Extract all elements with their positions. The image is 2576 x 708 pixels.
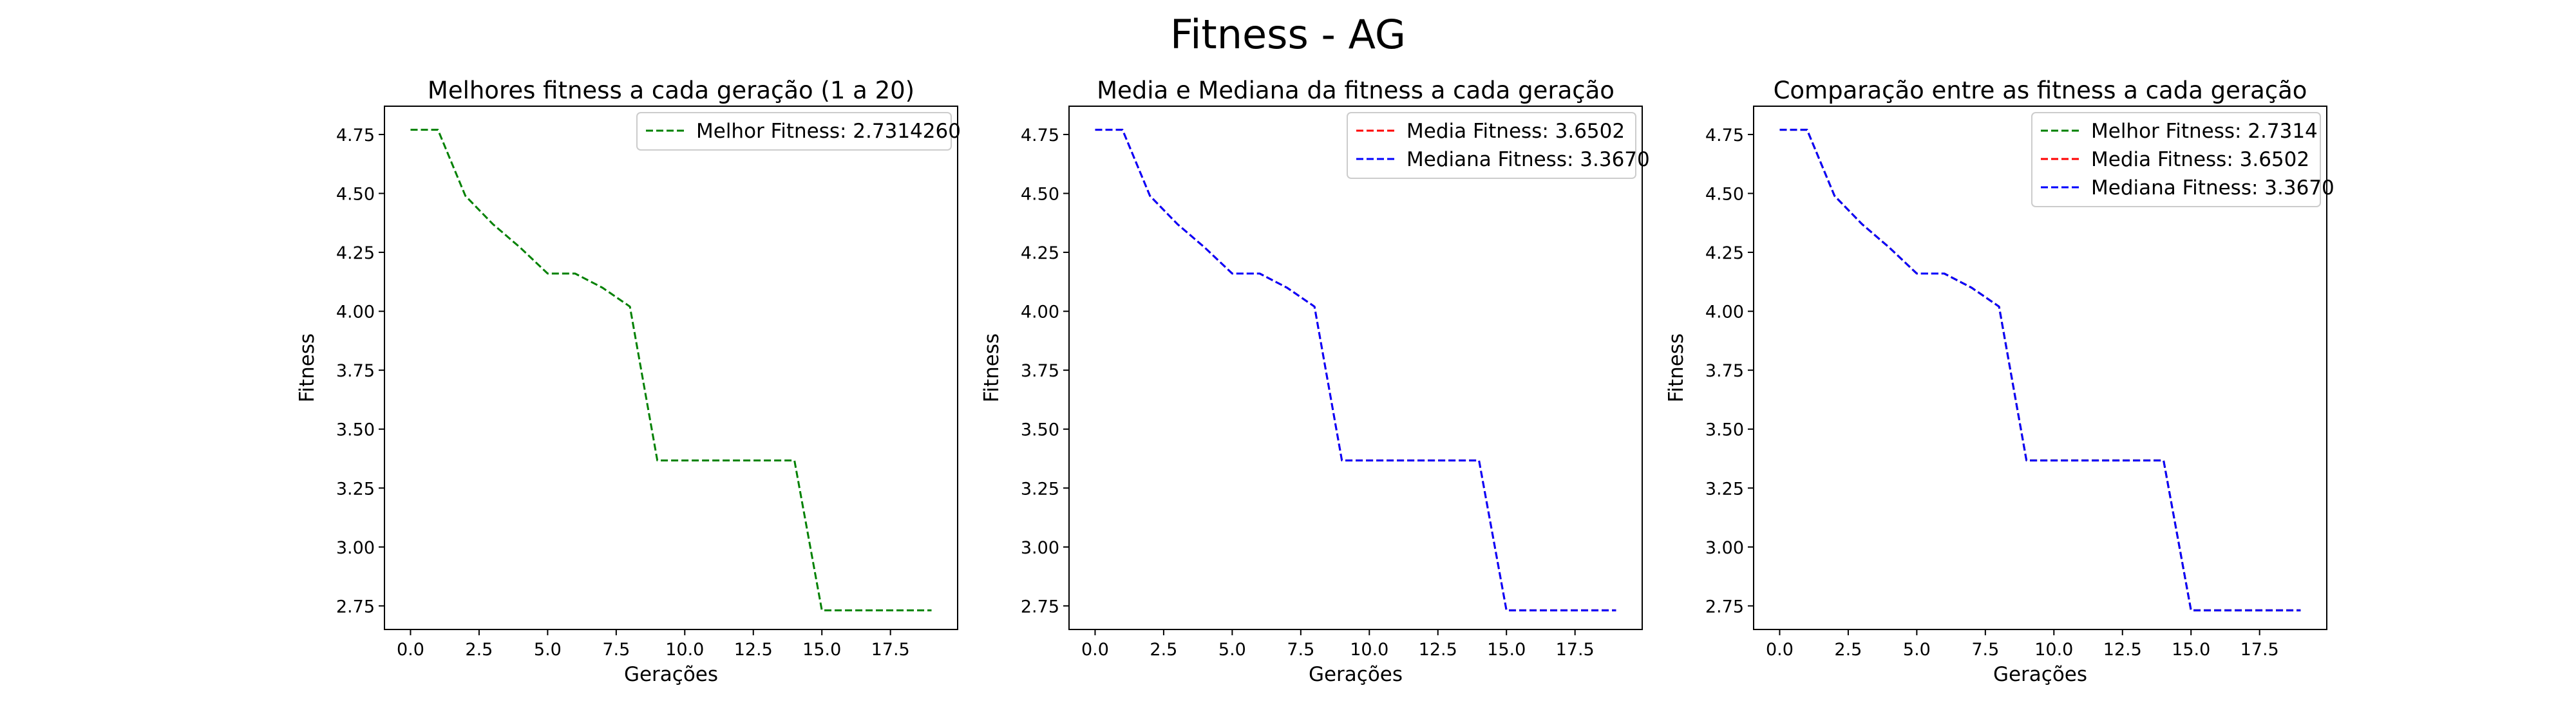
x-tick-label: 10.0	[2034, 640, 2073, 660]
plot-lines	[410, 129, 932, 611]
y-axis-ticks: 2.75 3.00 3.25 3.50 3.75 4.00 4.25 4.50 4.75	[1705, 126, 1754, 617]
y-tick-label: 4.50	[1705, 185, 1744, 205]
x-tick-label: 0.0	[1081, 640, 1109, 660]
y-tick-label: 4.00	[1705, 303, 1744, 322]
x-axis-ticks: 0.0 2.5 5.0 7.5 10.0 12.5 15.0 17.5	[1766, 629, 2279, 660]
x-tick-label: 7.5	[602, 640, 630, 660]
x-tick-label: 15.0	[1487, 640, 1526, 660]
y-tick-label: 3.75	[336, 361, 375, 381]
x-tick-label: 7.5	[1287, 640, 1314, 660]
y-tick-label: 4.00	[1021, 303, 1059, 322]
y-axis-ticks: 2.75 3.00 3.25 3.50 3.75 4.00 4.25 4.50 4.75	[336, 126, 384, 617]
legend: Melhor Fitness: 2.7314260	[636, 112, 961, 151]
y-tick-label: 3.00	[336, 538, 375, 558]
x-tick-label: 0.0	[397, 640, 424, 660]
subplot-title: Media e Mediana da fitness a cada geraçã…	[1097, 77, 1615, 104]
legend-box	[636, 112, 952, 151]
y-axis-label: Fitness	[296, 333, 319, 402]
y-tick-label: 4.75	[1021, 126, 1059, 145]
y-axis-ticks: 2.75 3.00 3.25 3.50 3.75 4.00 4.25 4.50 4.75	[1021, 126, 1069, 617]
x-axis-ticks: 0.0 2.5 5.0 7.5 10.0 12.5 15.0 17.5	[397, 629, 910, 660]
x-tick-label: 12.5	[734, 640, 773, 660]
y-tick-label: 2.75	[1705, 597, 1744, 617]
y-tick-label: 4.75	[1705, 126, 1744, 145]
y-tick-label: 4.25	[1705, 243, 1744, 263]
x-tick-label: 10.0	[665, 640, 704, 660]
x-tick-label: 15.0	[2172, 640, 2210, 660]
subplot-grid: Melhores fitness a cada geração (1 a 20)…	[296, 77, 2334, 686]
subplot-title: Melhores fitness a cada geração (1 a 20)	[428, 77, 914, 104]
y-tick-label: 3.25	[1705, 479, 1744, 499]
legend-entry-label: Mediana Fitness: 3.3670	[1406, 148, 1650, 171]
subplot-1: Melhores fitness a cada geração (1 a 20)…	[296, 77, 961, 686]
legend-box	[2031, 112, 2321, 207]
x-tick-label: 2.5	[1834, 640, 1862, 660]
x-tick-label: 5.0	[1218, 640, 1246, 660]
y-tick-label: 3.75	[1705, 361, 1744, 381]
y-tick-label: 2.75	[1021, 597, 1059, 617]
x-axis-label: Gerações	[624, 663, 718, 686]
y-tick-label: 3.50	[336, 420, 375, 440]
legend-box	[1347, 112, 1636, 179]
axes-frame	[1068, 106, 1643, 630]
plot-lines	[1095, 129, 1616, 611]
legend-entry-label: Melhor Fitness: 2.7314260	[696, 120, 961, 143]
legend-entry-label: Media Fitness: 3.6502	[1406, 120, 1625, 143]
y-tick-label: 2.75	[336, 597, 375, 617]
subplot-2: Media e Mediana da fitness a cada geraçã…	[980, 77, 1650, 686]
x-tick-label: 17.5	[871, 640, 910, 660]
subplot-3: Comparação entre as fitness a cada geraç…	[1665, 77, 2334, 686]
x-tick-label: 7.5	[1971, 640, 1999, 660]
y-tick-label: 3.00	[1705, 538, 1744, 558]
legend: Melhor Fitness: 2.7314 Media Fitness: 3.6…	[2031, 112, 2334, 207]
x-tick-label: 0.0	[1766, 640, 1794, 660]
y-tick-label: 3.25	[1021, 479, 1059, 499]
x-tick-label: 5.0	[1903, 640, 1931, 660]
x-tick-label: 17.5	[1556, 640, 1595, 660]
x-tick-label: 17.5	[2240, 640, 2279, 660]
axes-frame	[1753, 106, 2327, 630]
y-tick-label: 4.50	[1021, 185, 1059, 205]
y-tick-label: 3.00	[1021, 538, 1059, 558]
legend-entry-label: Melhor Fitness: 2.7314	[2091, 120, 2318, 143]
y-axis-label: Fitness	[1665, 333, 1688, 402]
series-line-3	[1779, 129, 2301, 611]
y-tick-label: 3.25	[336, 479, 375, 499]
series-line-2	[1095, 129, 1616, 611]
plot-lines	[1779, 129, 2301, 611]
x-tick-label: 2.5	[465, 640, 493, 660]
subplot-title: Comparação entre as fitness a cada geraç…	[1774, 77, 2307, 104]
x-tick-label: 12.5	[2103, 640, 2142, 660]
y-axis-label: Fitness	[980, 333, 1003, 402]
x-axis-label: Gerações	[1309, 663, 1403, 686]
x-axis-label: Gerações	[1993, 663, 2087, 686]
legend-entry-label: Mediana Fitness: 3.3670	[2091, 176, 2334, 200]
y-tick-label: 4.25	[1021, 243, 1059, 263]
y-tick-label: 4.25	[336, 243, 375, 263]
axes-frame	[384, 106, 958, 630]
y-tick-label: 4.75	[336, 126, 375, 145]
x-tick-label: 12.5	[1419, 640, 1457, 660]
legend-entry-label: Media Fitness: 3.6502	[2091, 148, 2309, 171]
y-tick-label: 3.75	[1021, 361, 1059, 381]
x-tick-label: 15.0	[802, 640, 841, 660]
x-tick-label: 5.0	[534, 640, 562, 660]
figure-suptitle: Fitness - AG	[1170, 11, 1406, 58]
x-axis-ticks: 0.0 2.5 5.0 7.5 10.0 12.5 15.0 17.5	[1081, 629, 1595, 660]
legend: Media Fitness: 3.6502 Mediana Fitness: 3.…	[1347, 112, 1650, 179]
series-line-1	[410, 129, 932, 611]
y-tick-label: 4.50	[336, 185, 375, 205]
y-tick-label: 3.50	[1705, 420, 1744, 440]
y-tick-label: 4.00	[336, 303, 375, 322]
x-tick-label: 10.0	[1350, 640, 1388, 660]
y-tick-label: 3.50	[1021, 420, 1059, 440]
x-tick-label: 2.5	[1150, 640, 1177, 660]
